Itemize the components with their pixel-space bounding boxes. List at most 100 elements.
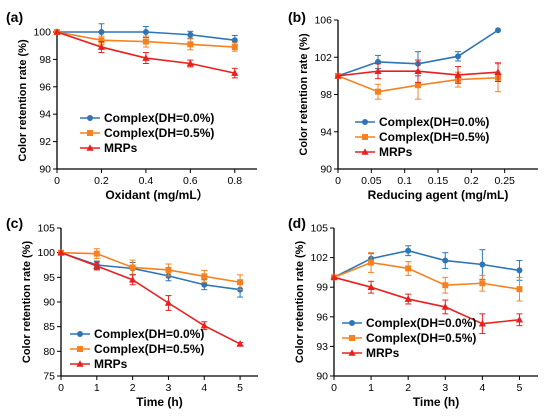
series-line <box>60 251 241 345</box>
y-tick-label: 90 <box>320 164 332 176</box>
x-tick-label: 0.2 <box>464 175 479 187</box>
x-tick-label: 0.25 <box>494 175 515 187</box>
y-tick-label: 100 <box>33 27 51 39</box>
data-point <box>414 67 422 75</box>
data-point <box>478 319 486 327</box>
data-point <box>494 68 502 75</box>
legend-marker <box>87 130 93 136</box>
panel-a: (a) 90 92 94 96 98 100 0 0.2 0.4 0.6 0.8 Oxidant (mg… <box>6 9 257 202</box>
y-tick-label: 75 <box>43 371 55 383</box>
data-point <box>375 88 381 95</box>
y-tick-label: 80 <box>43 346 55 358</box>
x-axis-title: Time (h) <box>136 395 182 409</box>
x-tick-label: 0.8 <box>227 175 242 187</box>
y-tick-label: 100 <box>37 247 55 259</box>
legend-label: MRPs <box>104 141 138 155</box>
data-point <box>441 303 449 310</box>
series-triangle <box>334 59 502 84</box>
data-point <box>516 286 523 293</box>
data-point <box>516 267 523 274</box>
y-axis-title: Color retention rate (%) <box>17 39 29 162</box>
data-point <box>367 283 375 290</box>
panel-label: (b) <box>288 9 306 25</box>
y-axis-title: Color retention rate (%) <box>21 241 33 364</box>
data-point <box>404 295 412 302</box>
x-tick-label: 0 <box>335 175 341 187</box>
x-tick-label: 3 <box>166 382 172 394</box>
series-triangle <box>57 248 244 347</box>
data-point <box>236 340 244 347</box>
data-point <box>405 247 412 254</box>
y-tick-label: 90 <box>43 297 55 309</box>
y-tick-label: 90 <box>39 164 51 176</box>
legend: Complex(DH=0.0%)Complex(DH=0.5%)MRPs <box>80 111 214 155</box>
data-point <box>330 273 338 281</box>
series-circle <box>331 245 523 281</box>
legend-label: MRPs <box>366 346 400 360</box>
x-axis-title: Reducing agent (mg/mL) <box>368 188 509 202</box>
series-triangle <box>330 273 524 335</box>
data-point <box>187 31 194 38</box>
legend-label: Complex(DH=0.0%) <box>366 316 476 330</box>
legend-marker <box>349 335 355 341</box>
panel-c: (c) 75 80 85 90 95 100 105 0 1 2 3 4 5 Time (h) Color r… <box>6 215 258 409</box>
x-tick-label: 0.2 <box>94 175 109 187</box>
y-tick-label: 93 <box>316 341 328 353</box>
series-square <box>331 252 523 302</box>
series-circle <box>58 249 244 298</box>
data-point <box>187 41 194 48</box>
y-tick-label: 96 <box>316 311 328 323</box>
panel-b: (b) 90 94 98 102 106 0 0.05 0.1 0.15 0.2 0.25Reduci… <box>288 9 538 202</box>
data-point <box>165 266 172 273</box>
series-line <box>60 251 241 291</box>
y-tick-label: 106 <box>314 15 332 27</box>
x-axis-title: Oxidant (mg/mL） <box>105 187 208 202</box>
legend-marker <box>87 115 93 121</box>
data-point <box>334 72 342 79</box>
data-point <box>442 282 449 289</box>
data-point <box>142 38 149 45</box>
legend-marker <box>349 320 355 326</box>
data-point <box>405 265 412 272</box>
legend-label: Complex(DH=0.5%) <box>366 331 476 345</box>
panel-d: (d) 90 93 96 99 102 105 0 1 2 3 4 5 Time (h) Color ret… <box>288 215 538 409</box>
x-tick-label: 2 <box>405 382 411 394</box>
y-tick-label: 85 <box>43 321 55 333</box>
legend-label: Complex(DH=0.5%) <box>94 342 204 356</box>
x-tick-label: 0.4 <box>139 175 154 187</box>
y-axis-title: Color retention rate (%) <box>294 241 306 364</box>
data-point <box>98 29 105 35</box>
x-tick-label: 1 <box>94 382 100 394</box>
data-point <box>57 248 65 256</box>
data-point <box>495 27 501 34</box>
legend-label: Complex(DH=0.5%) <box>379 130 489 144</box>
x-tick-label: 5 <box>237 382 243 394</box>
y-tick-label: 105 <box>310 223 328 235</box>
data-point <box>93 250 100 257</box>
data-point <box>455 53 461 60</box>
data-point <box>479 261 486 268</box>
data-point <box>142 54 150 61</box>
data-point <box>231 37 238 44</box>
y-tick-label: 99 <box>316 282 328 294</box>
y-tick-label: 94 <box>320 126 332 138</box>
data-point <box>98 37 105 44</box>
x-tick-label: 0 <box>58 382 64 394</box>
y-tick-label: 102 <box>310 252 328 264</box>
data-point <box>231 44 238 51</box>
data-point <box>454 71 462 78</box>
series-triangle <box>53 28 239 79</box>
data-point <box>129 276 137 283</box>
data-point <box>442 257 449 264</box>
series-square <box>54 29 238 52</box>
legend-marker <box>361 148 369 155</box>
y-tick-label: 92 <box>39 136 51 148</box>
data-point <box>97 43 106 50</box>
y-tick-label: 95 <box>43 272 55 284</box>
x-tick-label: 0.6 <box>183 175 198 187</box>
legend-marker <box>86 144 94 151</box>
data-point <box>231 69 239 76</box>
data-point <box>200 321 208 329</box>
panel-label: (d) <box>288 215 306 231</box>
